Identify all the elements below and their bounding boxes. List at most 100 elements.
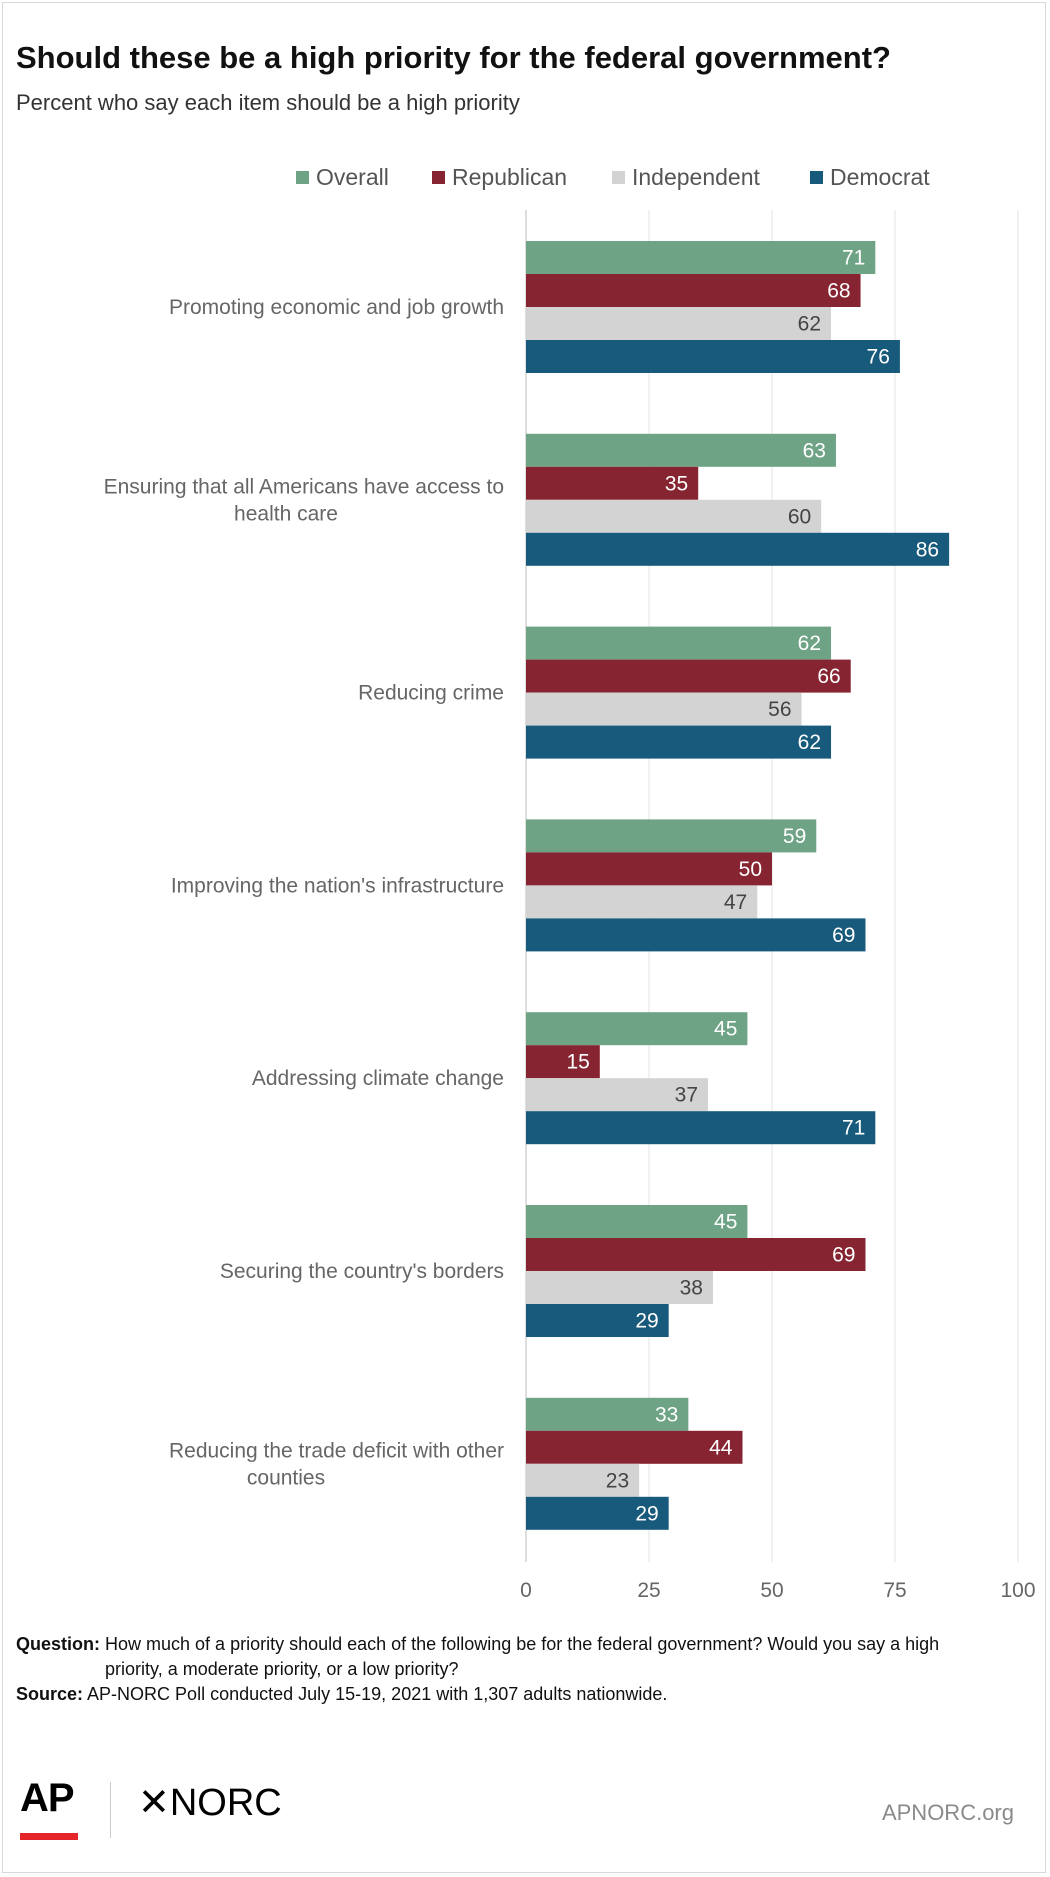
category-label-line: Securing the country's borders	[220, 1260, 504, 1283]
data-label: 50	[739, 858, 762, 881]
chart-subtitle: Percent who say each item should be a hi…	[16, 90, 520, 115]
bar-republican	[526, 466, 699, 500]
site-link: APNORC.org	[881, 1800, 1014, 1825]
legend-item-overall: Overall	[296, 164, 389, 191]
data-label: 59	[783, 825, 806, 848]
source-text: AP-NORC Poll conducted July 15-19, 2021 …	[87, 1684, 668, 1704]
bar-republican	[526, 852, 772, 886]
data-label: 29	[635, 1310, 658, 1333]
category-label-line: counties	[247, 1466, 325, 1489]
bar-overall	[526, 1012, 748, 1046]
bar-independent	[526, 499, 822, 533]
category-label: Promoting economic and job growth	[169, 296, 504, 319]
data-label: 86	[916, 538, 939, 561]
question-text: How much of a priority should each of th…	[105, 1634, 940, 1679]
data-label: 69	[832, 924, 855, 947]
bar-overall	[526, 626, 832, 660]
data-label: 35	[665, 472, 688, 495]
bar-overall	[526, 1397, 689, 1431]
data-label: 71	[842, 1117, 865, 1140]
question-note: Question: How much of a priority should …	[16, 1632, 985, 1682]
bar-republican	[526, 1430, 743, 1464]
category-label-line: health care	[234, 502, 338, 525]
data-label: 33	[655, 1403, 678, 1426]
data-label: 44	[709, 1436, 733, 1459]
data-label: 23	[606, 1469, 629, 1492]
category-label-line: Addressing climate change	[252, 1067, 504, 1090]
data-label: 38	[680, 1277, 703, 1300]
data-label: 68	[827, 280, 850, 303]
legend-swatch-republican	[432, 171, 445, 184]
category-label-line: Promoting economic and job growth	[169, 296, 504, 319]
data-label: 15	[566, 1051, 589, 1074]
x-tick-label: 100	[1000, 1579, 1035, 1602]
data-label: 45	[714, 1018, 737, 1041]
bar-democrat	[526, 1111, 876, 1145]
legend-label-democrat: Democrat	[830, 164, 930, 190]
data-label: 29	[635, 1502, 658, 1525]
bar-overall	[526, 819, 817, 853]
data-label: 45	[714, 1211, 737, 1234]
bar-overall	[526, 433, 836, 467]
norc-logo: ✕NORC	[138, 1782, 282, 1824]
category-label-line: Reducing the trade deficit with other	[169, 1439, 504, 1462]
x-tick-label: 75	[883, 1579, 906, 1602]
bar-republican	[526, 1045, 600, 1079]
category-label: Securing the country's borders	[220, 1260, 504, 1283]
data-label: 56	[768, 698, 791, 721]
category-label: Improving the nation's infrastructure	[171, 874, 504, 897]
category-label: Ensuring that all Americans have access …	[104, 475, 504, 525]
legend-swatch-overall	[296, 171, 309, 184]
bar-independent	[526, 1078, 709, 1112]
source-label: Source:	[16, 1684, 84, 1704]
legend-item-republican: Republican	[432, 164, 567, 191]
x-tick-label: 0	[520, 1579, 532, 1602]
bar-democrat	[526, 532, 950, 566]
legend-label-overall: Overall	[316, 164, 389, 190]
chart-title: Should these be a high priority for the …	[16, 40, 891, 75]
bar-republican	[526, 1238, 866, 1271]
legend-item-independent: Independent	[612, 164, 760, 191]
question-label: Question:	[16, 1634, 100, 1654]
data-label: 60	[788, 505, 811, 528]
bar-independent	[526, 885, 758, 919]
ap-logo-underline	[20, 1833, 78, 1840]
bar-democrat	[526, 1496, 669, 1530]
bar-republican	[526, 274, 861, 307]
data-label: 37	[675, 1084, 698, 1107]
data-label: 66	[817, 665, 840, 688]
category-label-line: Ensuring that all Americans have access …	[104, 475, 504, 498]
bar-chart: 0 25 50 75 100 Promoting economic and job gro…	[104, 210, 1036, 1602]
ap-logo: AP	[20, 1776, 75, 1820]
legend-item-democrat: Democrat	[810, 164, 930, 191]
bar-independent	[526, 307, 832, 340]
bar-democrat	[526, 340, 900, 373]
data-label: 62	[798, 632, 821, 655]
legend-label-republican: Republican	[452, 164, 568, 190]
data-label: 62	[798, 731, 821, 754]
bar-democrat	[526, 918, 866, 952]
category-label: Addressing climate change	[252, 1067, 504, 1090]
source-note: Source: AP-NORC Poll conducted July 15-1…	[16, 1682, 985, 1707]
bar-overall	[526, 1205, 748, 1238]
data-label: 62	[798, 313, 821, 336]
bar-independent	[526, 1271, 713, 1304]
bar-independent	[526, 692, 802, 726]
legend: Overall Republican Independent Democrat	[0, 164, 1050, 194]
data-label: 69	[832, 1244, 855, 1267]
x-tick-label: 25	[637, 1579, 660, 1602]
data-label: 76	[867, 346, 890, 369]
bar-independent	[526, 1463, 640, 1497]
legend-swatch-independent	[612, 171, 625, 184]
x-tick-label: 50	[760, 1579, 783, 1602]
bar-republican	[526, 659, 851, 693]
legend-label-independent: Independent	[632, 164, 760, 190]
legend-swatch-democrat	[810, 171, 823, 184]
logo-divider	[110, 1782, 111, 1838]
chart-notes: Question: How much of a priority should …	[16, 1632, 985, 1707]
category-label-line: Reducing crime	[358, 682, 504, 705]
data-label: 63	[803, 439, 826, 462]
category-label: Reducing the trade deficit with other cou…	[169, 1439, 504, 1489]
category-label-line: Improving the nation's infrastructure	[171, 874, 504, 897]
